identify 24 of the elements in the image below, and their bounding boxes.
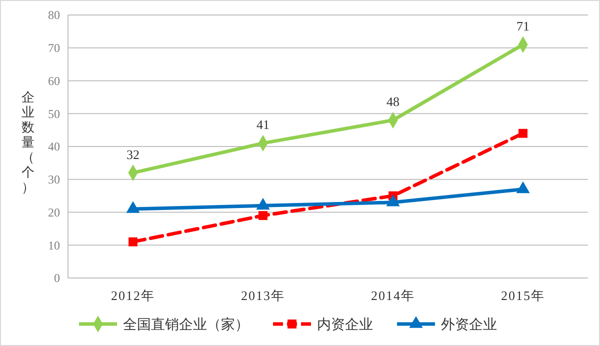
x-tick-label: 2013年 bbox=[241, 288, 285, 303]
legend-label: 外资企业 bbox=[441, 316, 497, 333]
y-axis-title: 企业数量（个） bbox=[22, 90, 34, 196]
y-tick-label: 40 bbox=[48, 140, 60, 154]
data-label: 41 bbox=[256, 117, 270, 132]
y-tick-label: 70 bbox=[48, 41, 60, 56]
point bbox=[128, 237, 138, 246]
x-tick-label: 2012年 bbox=[111, 288, 155, 303]
data-label: 48 bbox=[386, 94, 400, 110]
point bbox=[518, 128, 528, 138]
y-tick-label: 30 bbox=[48, 172, 60, 187]
data-label: 32 bbox=[126, 146, 140, 162]
data-label: 71 bbox=[516, 18, 530, 34]
legend-label: 内资企业 bbox=[317, 316, 373, 333]
x-tick-label: 2015年 bbox=[501, 288, 545, 303]
y-tick-label: 80 bbox=[48, 8, 60, 22]
y-tick-label: 60 bbox=[48, 74, 60, 88]
y-tick-label: 20 bbox=[48, 205, 60, 220]
legend-label: 全国直销企业（家） bbox=[123, 316, 249, 333]
x-tick-label: 2014年 bbox=[371, 288, 415, 303]
y-tick-label: 0 bbox=[54, 271, 60, 286]
y-tick-label: 10 bbox=[48, 238, 60, 252]
y-tick-label: 50 bbox=[48, 106, 60, 121]
point bbox=[258, 211, 268, 220]
